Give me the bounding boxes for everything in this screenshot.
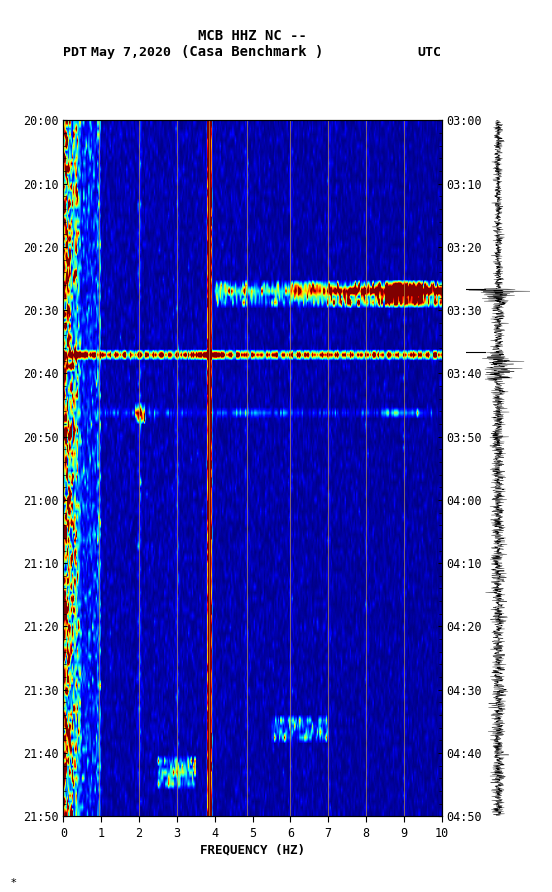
Text: May 7,2020: May 7,2020 xyxy=(91,45,171,59)
Polygon shape xyxy=(7,8,18,47)
Text: PDT: PDT xyxy=(63,45,87,59)
Text: UTC: UTC xyxy=(418,45,442,59)
X-axis label: FREQUENCY (HZ): FREQUENCY (HZ) xyxy=(200,844,305,856)
Text: (Casa Benchmark ): (Casa Benchmark ) xyxy=(182,45,323,59)
Text: *: * xyxy=(11,878,17,888)
Text: MCB HHZ NC --: MCB HHZ NC -- xyxy=(198,29,307,43)
Text: USGS: USGS xyxy=(29,21,65,35)
